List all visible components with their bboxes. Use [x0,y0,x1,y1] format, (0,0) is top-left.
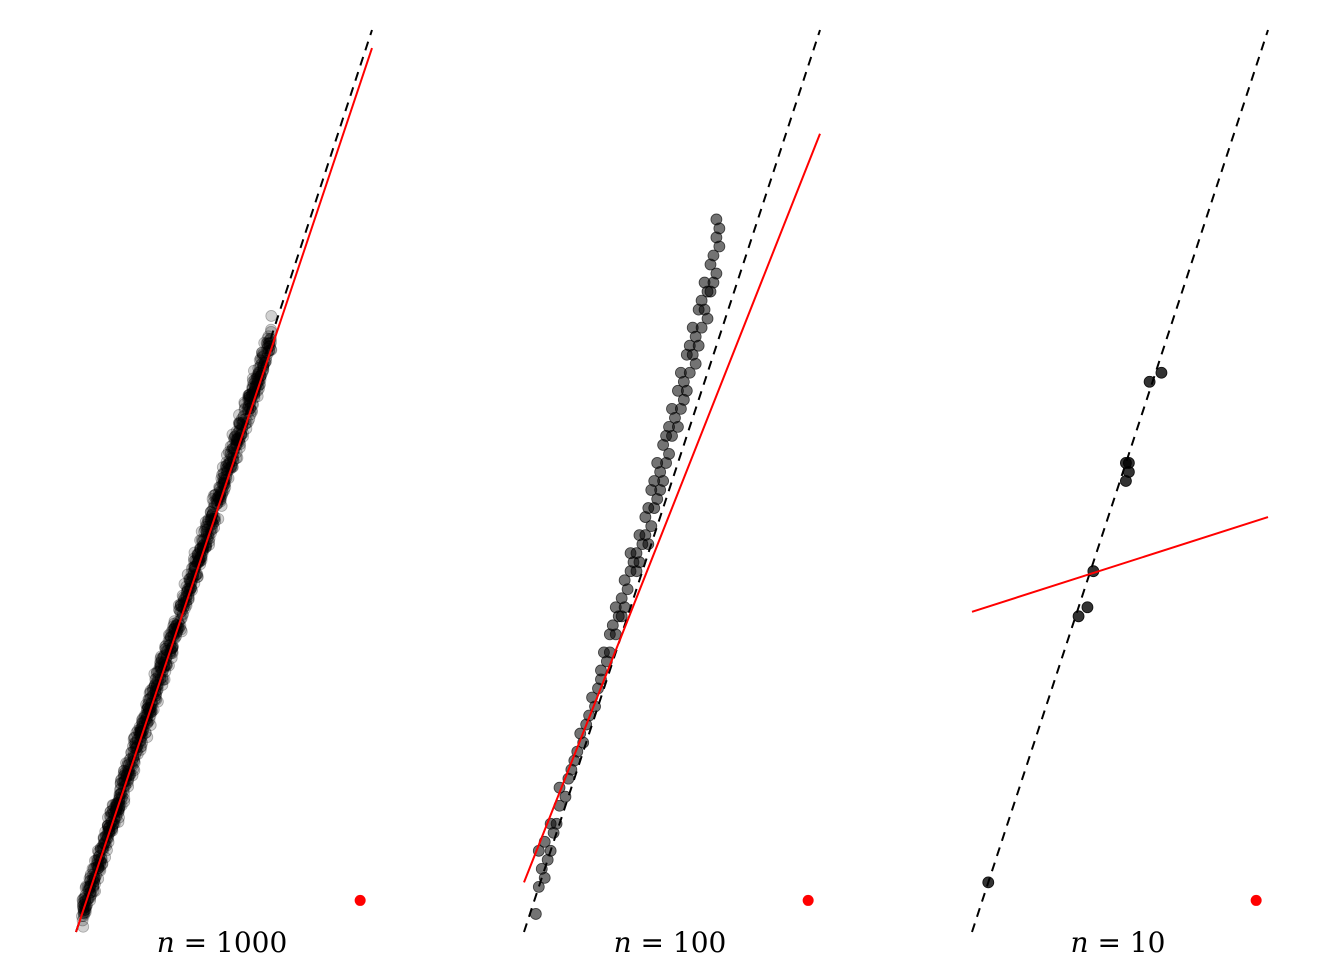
reference-line-dashed [523,29,821,933]
data-point [532,881,545,893]
data-point [199,516,212,528]
data-point [695,321,708,334]
data-point [216,468,228,481]
data-point [710,213,723,226]
data-point [178,578,191,590]
data-point [710,267,723,280]
reference-line-dashed [971,29,1269,933]
data-point [216,461,229,474]
fitted-line-red [971,516,1269,613]
data-point [222,446,235,458]
data-point [226,428,239,441]
data-point [559,790,572,803]
data-point [248,364,260,377]
data-point [1120,457,1132,469]
red-marker-dot [354,894,366,906]
reference-line-dashed [75,29,373,933]
panel-n-100: n = 100 [523,29,821,959]
data-point [621,583,634,596]
data-point [660,457,672,469]
data-point [692,339,705,352]
data-point [707,249,720,262]
data-point [256,346,268,359]
data-point [154,652,167,665]
red-marker-dot [802,894,814,906]
data-point [648,502,661,514]
data-point [1072,610,1085,623]
data-point [1081,601,1094,614]
data-point [615,610,628,623]
fitted-line-red [523,133,821,883]
panel-label: n = 1000 [157,926,288,959]
data-point [686,348,699,361]
panel-label: n = 100 [614,926,727,959]
data-point [254,352,267,365]
panel-n-1000: n = 1000 [75,29,373,959]
data-point [188,546,201,559]
data-point [258,336,271,349]
data-point [242,391,255,404]
data-point [645,520,658,532]
scatter-points [982,366,1168,889]
data-point [207,489,220,502]
data-point [698,303,711,316]
data-point [256,346,268,359]
data-point [666,429,678,442]
data-point [654,484,667,496]
data-point [238,396,251,409]
data-point [230,425,243,438]
data-point [672,420,684,433]
panel-label: n = 10 [1071,926,1166,959]
data-point [713,240,726,253]
data-point [261,332,274,345]
data-point [704,285,717,298]
data-point [538,871,551,884]
red-marker-dot [1250,894,1262,906]
data-point [220,456,233,469]
data-point [265,310,278,322]
data-point [148,667,161,680]
panel-n-10: n = 10 [971,29,1269,959]
data-point [194,534,206,547]
scatter-points [529,213,726,920]
data-point [256,347,269,360]
data-point [680,384,693,397]
data-point [1155,366,1168,379]
data-point [127,733,140,746]
data-point [683,366,696,379]
data-point [674,402,687,415]
data-point [209,488,222,501]
data-point [624,547,637,560]
fitted-line-red [75,47,373,933]
data-point [224,440,237,453]
data-point [233,409,245,421]
data-point [128,731,141,744]
